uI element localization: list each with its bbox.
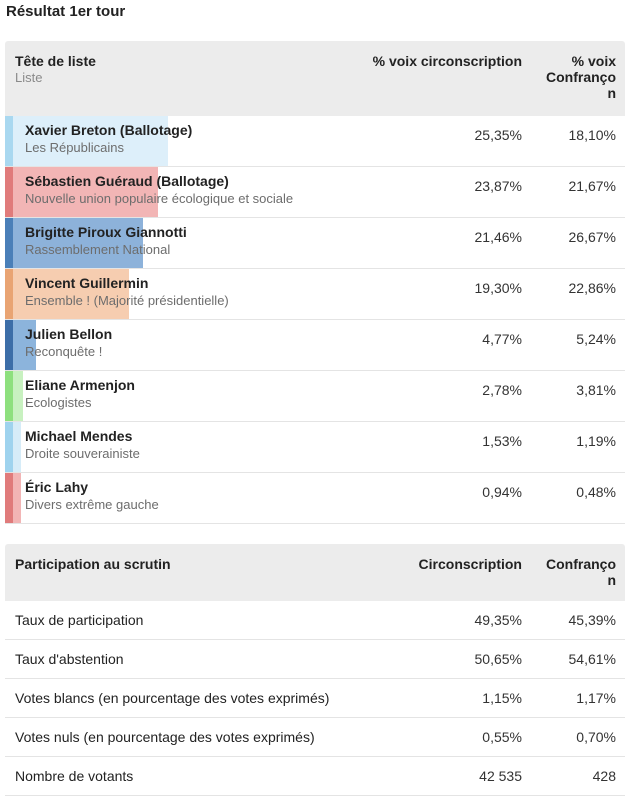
header-participation: Participation au scrutin: [15, 556, 171, 572]
participation-circonscription: 50,65%: [474, 651, 522, 667]
participation-commune: 0,70%: [576, 729, 616, 745]
participation-circonscription: 49,35%: [474, 612, 522, 628]
party-color-marker: [5, 167, 13, 217]
candidate-row: Eliane Armenjon Ecologistes 2,78% 3,81%: [5, 371, 625, 422]
header-participation-commune: Confranço n: [546, 556, 616, 588]
header-commune: % voix Confranço n: [546, 53, 616, 101]
participation-table-body: Taux de participation 49,35% 45,39% Taux d'…: [5, 601, 625, 796]
header-participation-commune-line2: n: [607, 572, 616, 588]
vote-pct-commune: 21,67%: [568, 178, 616, 194]
candidate-row: Sébastien Guéraud (Ballotage) Nouvelle un…: [5, 167, 625, 218]
participation-commune: 54,61%: [568, 651, 616, 667]
vote-share-bar: [5, 167, 159, 217]
party-color-marker: [5, 218, 13, 268]
vote-pct-circonscription: 19,30%: [474, 280, 522, 296]
header-commune-line1: % voix: [571, 53, 616, 69]
participation-row: Votes nuls (en pourcentage des votes exp…: [5, 718, 625, 757]
results-table-header: Tête de liste Liste % voix circonscripti…: [5, 41, 625, 116]
candidate-name: Sébastien Guéraud (Ballotage): [25, 173, 229, 189]
header-participation-circ: Circonscription: [418, 556, 522, 572]
candidate-list: Reconquête !: [25, 344, 103, 359]
vote-pct-commune: 22,86%: [568, 280, 616, 296]
party-color-marker: [5, 116, 13, 166]
participation-row: Votes blancs (en pourcentage des votes e…: [5, 679, 625, 718]
header-commune-line2: Confranço: [546, 69, 616, 85]
candidate-list: Ensemble ! (Majorité présidentielle): [25, 293, 229, 308]
candidate-row: Éric Lahy Divers extrême gauche 0,94% 0,48%: [5, 473, 625, 524]
vote-pct-commune: 3,81%: [576, 382, 616, 398]
candidate-row: Michael Mendes Droite souverainiste 1,53% 1…: [5, 422, 625, 473]
vote-pct-circonscription: 2,78%: [482, 382, 522, 398]
vote-share-bar: [5, 218, 143, 268]
section-title: Résultat 1er tour: [6, 3, 126, 20]
party-color-marker: [5, 371, 13, 421]
participation-label: Taux d'abstention: [15, 651, 124, 667]
participation-row: Nombre de votants 42 535 428: [5, 757, 625, 796]
participation-label: Nombre de votants: [15, 768, 134, 784]
participation-commune: 1,17%: [576, 690, 616, 706]
candidate-row: Brigitte Piroux Giannotti Rassemblement N…: [5, 218, 625, 269]
candidate-name: Julien Bellon: [25, 326, 113, 342]
participation-commune: 428: [592, 768, 616, 784]
header-circ: % voix circonscription: [372, 53, 522, 69]
vote-share-bar: [5, 269, 130, 319]
header-participation-commune-line1: Confranço: [546, 556, 616, 572]
vote-pct-circonscription: 25,35%: [474, 127, 522, 143]
participation-table: Participation au scrutin Circonscription…: [5, 544, 625, 796]
participation-label: Votes nuls (en pourcentage des votes exp…: [15, 729, 315, 745]
party-color-marker: [5, 473, 13, 523]
candidate-name: Vincent Guillermin: [25, 275, 149, 291]
participation-label: Taux de participation: [15, 612, 144, 628]
candidate-list: Divers extrême gauche: [25, 497, 159, 512]
vote-pct-commune: 18,10%: [568, 127, 616, 143]
participation-circonscription: 1,15%: [482, 690, 522, 706]
vote-pct-circonscription: 23,87%: [474, 178, 522, 194]
participation-row: Taux d'abstention 50,65% 54,61%: [5, 640, 625, 679]
participation-table-header: Participation au scrutin Circonscription…: [5, 544, 625, 601]
candidate-row: Vincent Guillermin Ensemble ! (Majorité p…: [5, 269, 625, 320]
candidate-list: Ecologistes: [25, 395, 92, 410]
party-color-marker: [5, 320, 13, 370]
participation-label: Votes blancs (en pourcentage des votes e…: [15, 690, 330, 706]
results-table: Tête de liste Liste % voix circonscripti…: [5, 41, 625, 524]
candidate-list: Nouvelle union populaire écologique et s…: [25, 191, 294, 206]
participation-circonscription: 0,55%: [482, 729, 522, 745]
header-candidate: Tête de liste: [15, 53, 96, 69]
candidate-name: Éric Lahy: [25, 479, 89, 495]
vote-pct-commune: 5,24%: [576, 331, 616, 347]
candidate-list: Les Républicains: [25, 140, 125, 155]
candidate-name: Michael Mendes: [25, 428, 133, 444]
participation-commune: 45,39%: [568, 612, 616, 628]
vote-pct-circonscription: 1,53%: [482, 433, 522, 449]
candidate-name: Brigitte Piroux Giannotti: [25, 224, 187, 240]
candidate-list: Rassemblement National: [25, 242, 171, 257]
vote-pct-circonscription: 21,46%: [474, 229, 522, 245]
vote-pct-circonscription: 0,94%: [482, 484, 522, 500]
candidate-list: Droite souverainiste: [25, 446, 140, 461]
participation-row: Taux de participation 49,35% 45,39%: [5, 601, 625, 640]
participation-circonscription: 42 535: [479, 768, 522, 784]
candidate-name: Eliane Armenjon: [25, 377, 135, 393]
candidate-row: Julien Bellon Reconquête ! 4,77% 5,24%: [5, 320, 625, 371]
header-commune-line3: n: [607, 85, 616, 101]
party-color-marker: [5, 422, 13, 472]
vote-pct-commune: 26,67%: [568, 229, 616, 245]
vote-pct-commune: 1,19%: [576, 433, 616, 449]
vote-share-bar: [5, 116, 168, 166]
vote-pct-commune: 0,48%: [576, 484, 616, 500]
results-table-body: Xavier Breton (Ballotage) Les Républicain…: [5, 116, 625, 524]
header-list: Liste: [15, 70, 43, 85]
candidate-row: Xavier Breton (Ballotage) Les Républicain…: [5, 116, 625, 167]
party-color-marker: [5, 269, 13, 319]
vote-pct-circonscription: 4,77%: [482, 331, 522, 347]
candidate-name: Xavier Breton (Ballotage): [25, 122, 193, 138]
